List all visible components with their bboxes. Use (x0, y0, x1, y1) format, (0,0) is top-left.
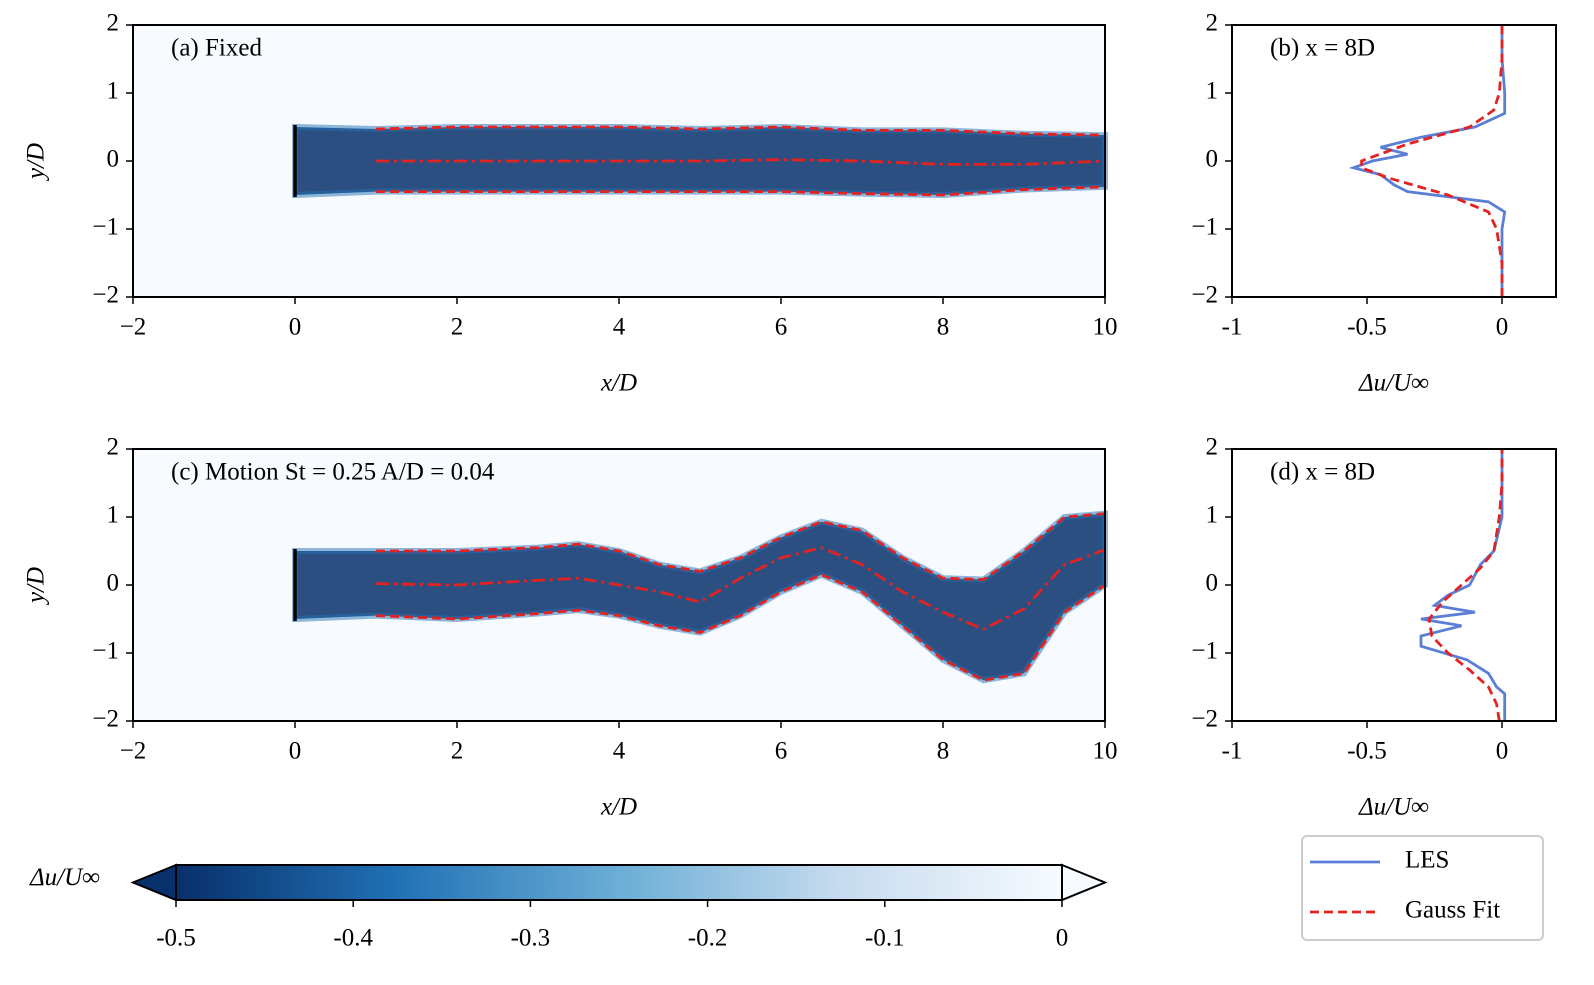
x-tick-label: 4 (613, 738, 626, 765)
profile-line (1360, 25, 1504, 297)
y-tick-label: 2 (107, 10, 120, 37)
x-tick-label: 6 (775, 314, 788, 341)
y-tick-label: −1 (1191, 214, 1218, 241)
y-axis-label: y/D (23, 567, 50, 606)
y-tick-label: −2 (1191, 706, 1218, 733)
wake-line (375, 546, 1106, 631)
y-tick-label: −1 (92, 214, 119, 241)
x-tick-label: -0.5 (1347, 314, 1387, 341)
y-tick-label: 1 (107, 78, 120, 105)
y-tick-label: 1 (107, 502, 120, 529)
x-tick-label: 8 (937, 738, 950, 765)
colorbar-extend-high (1061, 863, 1108, 902)
x-tick-label: 10 (1093, 314, 1118, 341)
x-tick-label: 2 (451, 314, 464, 341)
legend: LES Gauss Fit (1301, 835, 1544, 941)
y-tick-label: −2 (92, 282, 119, 309)
colorbar-tick-label: -0.4 (333, 925, 373, 952)
y-tick-label: 1 (1206, 502, 1219, 529)
y-tick-label: 0 (107, 146, 120, 173)
x-tick-label: 4 (613, 314, 626, 341)
profile-line (1427, 449, 1504, 722)
x-axis-label: Δu/U∞ (1358, 794, 1429, 821)
y-tick-label: 0 (107, 570, 120, 597)
colorbar-tick-label: -0.5 (156, 925, 196, 952)
x-tick-label: 0 (289, 738, 302, 765)
axes-frame (132, 448, 1106, 722)
colorbar (175, 864, 1063, 901)
x-tick-label: -1 (1222, 314, 1243, 341)
profile-line (1348, 25, 1507, 297)
y-tick-label: 2 (107, 434, 120, 461)
x-tick-label: 0 (1496, 314, 1509, 341)
y-tick-label: −1 (1191, 638, 1218, 665)
colorbar-extend-low (130, 863, 177, 902)
y-tick-label: −2 (92, 706, 119, 733)
annotation: (d) x = 8D (1270, 459, 1375, 486)
x-tick-label: 10 (1093, 738, 1118, 765)
x-tick-label: −2 (120, 314, 147, 341)
x-tick-label: -0.5 (1347, 738, 1387, 765)
y-tick-label: 1 (1206, 78, 1219, 105)
x-tick-label: 6 (775, 738, 788, 765)
x-axis-label: Δu/U∞ (1358, 370, 1429, 397)
axes-frame (1231, 448, 1557, 722)
wake-line (376, 158, 1106, 166)
y-tick-label: 2 (1206, 434, 1219, 461)
x-tick-label: 8 (937, 314, 950, 341)
colorbar-tick-label: 0 (1056, 925, 1069, 952)
wake-line (376, 512, 1106, 581)
axes-frame (132, 24, 1106, 298)
y-tick-label: 2 (1206, 10, 1219, 37)
colorbar-tick-label: -0.3 (511, 925, 551, 952)
annotation: (a) Fixed (171, 35, 262, 62)
y-tick-label: 0 (1206, 146, 1219, 173)
x-axis-label: x/D (600, 794, 637, 821)
axes-frame (1231, 24, 1557, 298)
annotation: (b) x = 8D (1270, 35, 1375, 62)
x-tick-label: 2 (451, 738, 464, 765)
legend-label: Gauss Fit (1405, 897, 1500, 924)
annotation: (c) Motion St = 0.25 A/D = 0.04 (171, 459, 495, 486)
x-tick-label: 0 (289, 314, 302, 341)
x-tick-label: -1 (1222, 738, 1243, 765)
wake-line (376, 185, 1106, 197)
y-tick-label: −1 (92, 638, 119, 665)
legend-label: LES (1405, 847, 1449, 874)
y-tick-label: −2 (1191, 282, 1218, 309)
profile-line (1419, 449, 1507, 721)
wake-line (375, 573, 1106, 682)
x-tick-label: −2 (120, 738, 147, 765)
colorbar-tick-label: -0.1 (865, 925, 905, 952)
y-tick-label: 0 (1206, 570, 1219, 597)
colorbar-label: Δu/U∞ (29, 864, 100, 891)
wake-line (375, 125, 1106, 137)
y-axis-label: y/D (23, 143, 50, 182)
colorbar-tick-label: -0.2 (688, 925, 728, 952)
x-tick-label: 0 (1496, 738, 1509, 765)
x-axis-label: x/D (600, 370, 637, 397)
